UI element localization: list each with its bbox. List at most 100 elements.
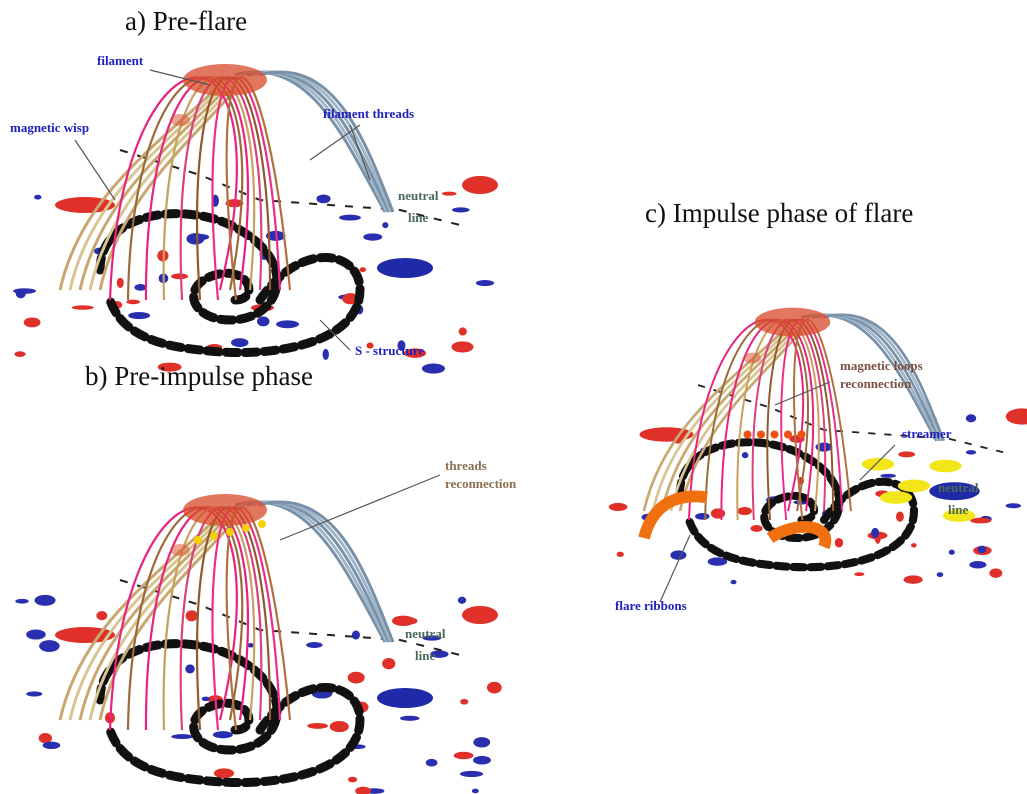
polarity-blob [966,414,976,422]
polarity-blob [473,737,490,747]
polarity-blob [880,474,896,478]
panel-title: b) Pre-impulse phase [85,361,313,391]
polarity-blob [473,756,491,765]
polarity-blob [26,630,46,640]
polarity-blob [460,699,468,705]
polarity-blob [39,640,60,652]
polarity-blob [904,575,923,583]
annotation-line: line [948,502,968,517]
polarity-blob [695,513,710,520]
streamer-patch [929,460,961,473]
polarity-blob [395,617,418,625]
polarity-blob [306,642,322,648]
polarity-blob [186,610,198,621]
polarity-blob [487,682,502,694]
annotation-line: line [408,210,428,225]
polarity-blob [989,568,1002,578]
polarity-blob [854,572,864,576]
filament [755,308,831,337]
filament [743,353,761,364]
filament [170,114,190,126]
polarity-blob [13,288,36,294]
polarity-blob [896,512,904,522]
annotation-line: reconnection [445,476,517,491]
polarity-blob [970,518,991,524]
polarity-blob [460,771,483,777]
polarity-blob [949,550,955,555]
filament [170,544,190,556]
polarity-blob [257,316,270,326]
polarity-blob [835,538,843,547]
polarity-blob [377,688,433,708]
polarity-blob [134,284,146,291]
annotation: filament threads [323,106,414,121]
polarity-blob [377,258,433,278]
reconnection-point [770,430,778,438]
annotation-line: reconnection [840,376,912,391]
polarity-blob [670,550,686,559]
annotation: flare ribbons [615,598,687,613]
polarity-blob [128,312,150,319]
polarity-blob [737,507,752,515]
polarity-blob [330,721,349,732]
polarity-blob [352,631,360,640]
panel-title: c) Impulse phase of flare [645,198,913,228]
reconnection-point [242,524,250,532]
polarity-blob [462,606,498,624]
polarity-blob [231,338,248,347]
annotation-line: S - structure [355,343,424,358]
polarity-blob [186,233,204,244]
streamer-patch [898,480,930,493]
polarity-blob [711,508,725,518]
filament-thread [253,72,391,212]
polarity-blob [24,317,41,327]
polarity-blob [731,580,737,584]
polarity-blob [14,351,25,357]
polarity-blob [966,450,976,454]
polarity-blob [382,222,388,228]
annotation: magnetic wisp [10,120,89,135]
annotation: S - structure [355,343,424,358]
polarity-blob [911,543,917,547]
reconnection-point [797,430,805,438]
polarity-blob [400,716,420,721]
reconnection-point [743,430,751,438]
annotation-line: line [415,648,435,663]
polarity-blob [72,305,94,309]
filament [183,64,267,96]
polarity-blob [609,503,628,511]
polarity-blob [458,597,466,604]
pointer [75,140,115,200]
polarity-blob [454,752,474,759]
polarity-blob [126,300,140,305]
scene [609,308,1027,585]
polarity-blob [323,349,329,360]
polarity-blob [426,759,438,767]
polarity-blob [359,267,366,272]
annotation: streamer [902,426,952,441]
figure: a) Pre-flarefilamentmagnetic wispfilamen… [0,0,1027,794]
polarity-blob [34,195,41,200]
polarity-blob [442,192,457,196]
polarity-blob [26,691,42,696]
annotation-line: magnetic loops [840,358,923,373]
annotation-line: threads [445,458,487,473]
polarity-blob [307,723,328,729]
polarity-blob [15,599,28,604]
pointer [660,535,690,602]
polarity-blob [451,341,473,352]
polarity-blob [96,611,107,620]
polarity-blob [977,546,986,554]
polarity-blob [276,320,299,328]
reconnection-point [757,430,765,438]
polarity-blob [363,233,382,240]
annotation-line: flare ribbons [615,598,687,613]
polarity-blob [871,528,879,538]
polarity-blob [382,658,395,669]
polarity-blob [43,742,61,749]
annotation-line: neutral [398,188,439,203]
reconnection-point [194,536,202,544]
reconnection-point [210,532,218,540]
polarity-blob [750,525,762,532]
polarity-blob [937,572,944,577]
